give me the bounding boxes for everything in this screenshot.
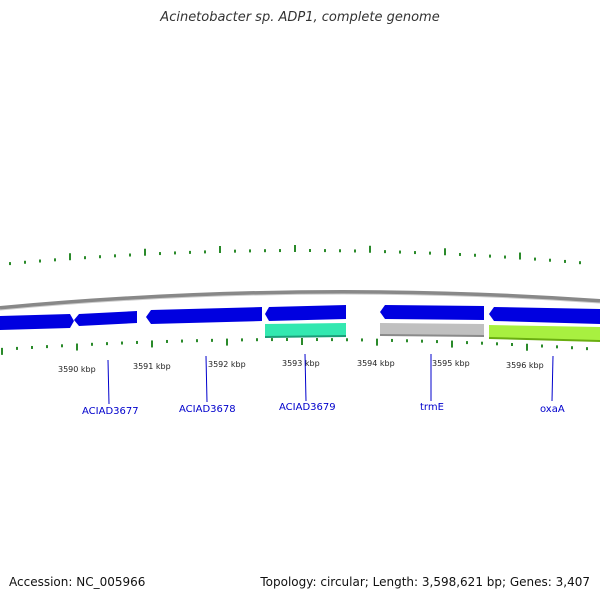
- gene-labels: ACIAD3677 ACIAD3678 ACIAD3679 trmE oxaA: [82, 402, 565, 417]
- feature-block: [380, 323, 484, 336]
- gene-label-aciad3677[interactable]: ACIAD3677: [82, 406, 139, 417]
- genome-summary-text: Topology: circular; Length: 3,598,621 bp…: [260, 575, 590, 589]
- scale-label: 3595 kbp: [432, 359, 470, 368]
- feature-track: [264, 323, 600, 342]
- scale-label: 3592 kbp: [208, 360, 246, 369]
- gene-label-aciad3678[interactable]: ACIAD3678: [179, 404, 236, 415]
- cds-arrow: [74, 311, 137, 326]
- gene-label-oxaa[interactable]: oxaA: [540, 404, 565, 415]
- cds-arrow: [489, 307, 600, 324]
- cds-arrow: [0, 314, 74, 330]
- cds-arrow: [380, 305, 484, 320]
- feature-block: [265, 323, 346, 337]
- genome-backbone: [0, 290, 600, 310]
- scale-label: 3594 kbp: [357, 359, 395, 368]
- scale-labels: 3590 kbp 3591 kbp 3592 kbp 3593 kbp 3594…: [58, 359, 544, 374]
- scale-label: 3591 kbp: [133, 362, 171, 371]
- forward-strand-track: [0, 305, 600, 330]
- scale-label: 3593 kbp: [282, 359, 320, 368]
- gene-leaders: [107, 353, 554, 405]
- scale-ticks: [1, 338, 588, 355]
- scale-label: 3596 kbp: [506, 361, 544, 370]
- cds-arrow: [146, 307, 262, 324]
- gene-label-aciad3679[interactable]: ACIAD3679: [279, 402, 336, 413]
- map-title: Acinetobacter sp. ADP1, complete genome: [160, 10, 440, 25]
- gene-label-trme[interactable]: trmE: [420, 402, 444, 413]
- feature-block: [489, 325, 600, 341]
- accession-text: Accession: NC_005966: [9, 575, 146, 589]
- scale-label: 3590 kbp: [58, 365, 96, 374]
- cds-arrow: [265, 305, 346, 321]
- gc-content-track: [9, 245, 581, 266]
